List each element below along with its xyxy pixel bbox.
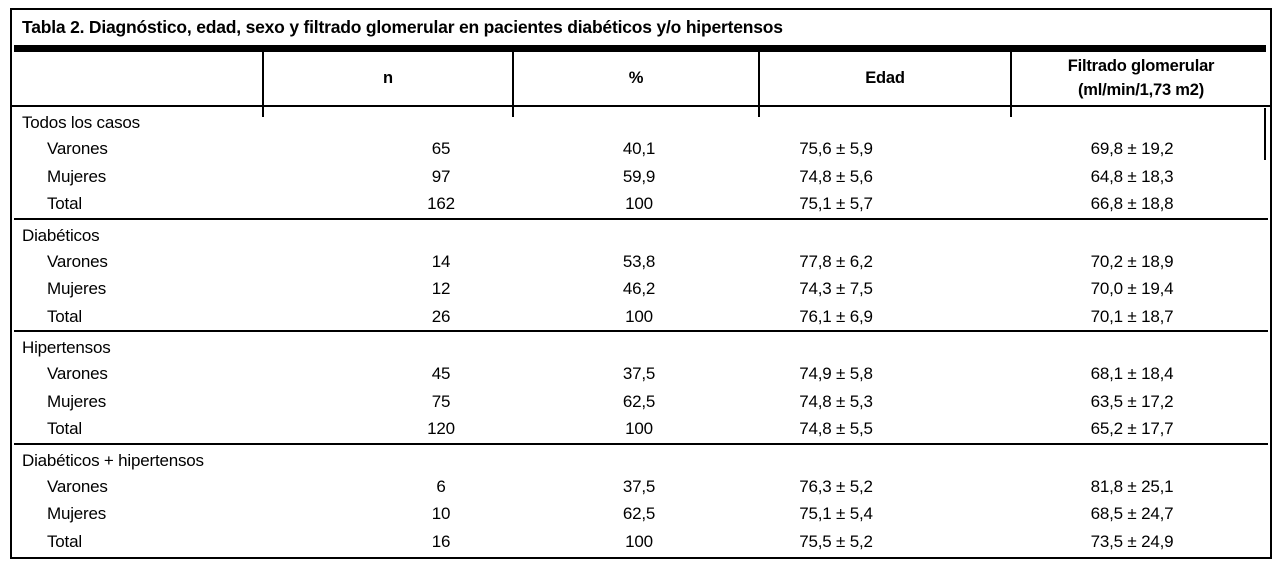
header-cell-filtrado: Filtrado glomerular (ml/min/1,73 m2) [1010, 52, 1270, 105]
row-label: Mujeres [47, 391, 107, 411]
cell-edad: 74,8 ± 5,6 [799, 166, 873, 186]
cell-percent: 53,8 [622, 251, 656, 271]
cell-percent: 100 [625, 306, 653, 326]
title-divider-rule [14, 45, 1266, 52]
row-label: Mujeres [47, 279, 107, 298]
section-label-diabeticos: Diabéticos [22, 225, 100, 245]
row-label: Mujeres [47, 166, 107, 186]
cell-filtrado: 70,1 ± 18,7 [1090, 306, 1174, 326]
section-label-todos-los-casos: Todos los casos [22, 113, 140, 132]
cell-n: 16 [431, 531, 451, 551]
cell-percent: 62,5 [622, 504, 656, 523]
column-separator-tick [1010, 107, 1012, 117]
table-row: Total 16 100 75,5 ± 5,2 73,5 ± 24,9 [12, 528, 1270, 556]
cell-filtrado: 70,0 ± 19,4 [1090, 279, 1174, 298]
cell-n: 75 [431, 391, 451, 411]
cell-edad: 74,3 ± 7,5 [799, 279, 873, 298]
cell-edad: 74,8 ± 5,3 [799, 391, 873, 411]
cell-filtrado: 64,8 ± 18,3 [1090, 166, 1174, 186]
cell-n: 120 [427, 419, 455, 438]
cell-percent: 100 [625, 531, 653, 551]
header-cell-percent: % [512, 52, 758, 105]
table-header-row: n % Edad Filtrado glomerular (ml/min/1,7… [12, 52, 1270, 107]
cell-edad: 77,8 ± 6,2 [799, 251, 873, 271]
row-label: Varones [47, 364, 108, 383]
row-label: Mujeres [47, 504, 107, 523]
header-cell-label [12, 52, 262, 105]
table-row: Mujeres 12 46,2 74,3 ± 7,5 70,0 ± 19,4 [12, 275, 1270, 303]
section-label-diabeticos-hipertensos: Diabéticos + hipertensos [22, 450, 204, 470]
section-divider-rule [14, 217, 1268, 220]
cell-n: 65 [431, 139, 451, 158]
cell-n: 6 [436, 476, 446, 496]
cell-percent: 100 [625, 419, 653, 438]
cell-n: 45 [431, 364, 451, 383]
section-label-hipertensos: Hipertensos [22, 338, 111, 357]
column-separator-tick [758, 107, 760, 117]
table-row: Mujeres 75 62,5 74,8 ± 5,3 63,5 ± 17,2 [12, 388, 1270, 416]
table-row: Varones 45 37,5 74,9 ± 5,8 68,1 ± 18,4 [12, 360, 1270, 388]
cell-edad: 75,5 ± 5,2 [799, 531, 873, 551]
cell-edad: 75,1 ± 5,4 [799, 504, 873, 523]
row-label: Varones [47, 139, 108, 158]
cell-percent: 59,9 [622, 166, 656, 186]
header-cell-edad: Edad [758, 52, 1010, 105]
header-cell-n: n [262, 52, 512, 105]
cell-filtrado: 63,5 ± 17,2 [1090, 391, 1174, 411]
cell-edad: 74,8 ± 5,5 [799, 419, 873, 438]
column-separator-tick [512, 107, 514, 117]
row-label: Total [47, 419, 82, 438]
cell-percent: 62,5 [622, 391, 656, 411]
cell-percent: 40,1 [622, 139, 656, 158]
table-frame: Tabla 2. Diagnóstico, edad, sexo y filtr… [10, 8, 1272, 559]
table-row: Total 26 100 76,1 ± 6,9 70,1 ± 18,7 [12, 303, 1270, 331]
section-divider-rule [14, 330, 1268, 332]
row-label: Varones [47, 251, 108, 271]
header-filtrado-line2: (ml/min/1,73 m2) [1077, 80, 1205, 99]
scan-artifact-line [1264, 108, 1266, 160]
cell-edad: 75,6 ± 5,9 [799, 139, 873, 158]
cell-edad: 76,1 ± 6,9 [799, 306, 873, 326]
table-row: Varones 6 37,5 76,3 ± 5,2 81,8 ± 25,1 [12, 473, 1270, 501]
table-title: Tabla 2. Diagnóstico, edad, sexo y filtr… [22, 17, 783, 37]
table-row: Mujeres 10 62,5 75,1 ± 5,4 68,5 ± 24,7 [12, 500, 1270, 528]
cell-filtrado: 68,1 ± 18,4 [1090, 364, 1174, 383]
cell-percent: 37,5 [622, 476, 656, 496]
cell-n: 14 [431, 251, 451, 271]
row-label: Varones [47, 476, 108, 496]
row-label: Total [47, 306, 82, 326]
table-row: Varones 65 40,1 75,6 ± 5,9 69,8 ± 19,2 [12, 135, 1270, 163]
cell-n: 26 [431, 306, 451, 326]
cell-filtrado: 68,5 ± 24,7 [1090, 504, 1174, 523]
header-filtrado-line1: Filtrado glomerular [1067, 56, 1215, 75]
row-label: Total [47, 531, 82, 551]
table-row: Total 162 100 75,1 ± 5,7 66,8 ± 18,8 [12, 190, 1270, 218]
cell-filtrado: 66,8 ± 18,8 [1090, 194, 1174, 213]
column-separator-tick [262, 107, 264, 117]
table-body: Todos los casos Varones 65 40,1 75,6 ± 5… [12, 107, 1270, 555]
cell-n: 10 [431, 504, 451, 523]
cell-edad: 75,1 ± 5,7 [799, 194, 873, 213]
table-row: Mujeres 97 59,9 74,8 ± 5,6 64,8 ± 18,3 [12, 163, 1270, 191]
cell-n: 162 [427, 194, 455, 213]
cell-edad: 74,9 ± 5,8 [799, 364, 873, 383]
row-label: Total [47, 194, 82, 213]
cell-percent: 100 [625, 194, 653, 213]
cell-percent: 37,5 [622, 364, 656, 383]
cell-filtrado: 81,8 ± 25,1 [1090, 476, 1174, 496]
cell-filtrado: 70,2 ± 18,9 [1090, 251, 1174, 271]
cell-edad: 76,3 ± 5,2 [799, 476, 873, 496]
cell-n: 97 [431, 166, 451, 186]
cell-filtrado: 73,5 ± 24,9 [1090, 531, 1174, 551]
cell-n: 12 [431, 279, 451, 298]
cell-filtrado: 65,2 ± 17,7 [1090, 419, 1174, 438]
cell-percent: 46,2 [622, 279, 656, 298]
table-row: Total 120 100 74,8 ± 5,5 65,2 ± 17,7 [12, 415, 1270, 443]
section-divider-rule [14, 442, 1268, 445]
table-row: Varones 14 53,8 77,8 ± 6,2 70,2 ± 18,9 [12, 248, 1270, 276]
cell-filtrado: 69,8 ± 19,2 [1090, 139, 1174, 158]
